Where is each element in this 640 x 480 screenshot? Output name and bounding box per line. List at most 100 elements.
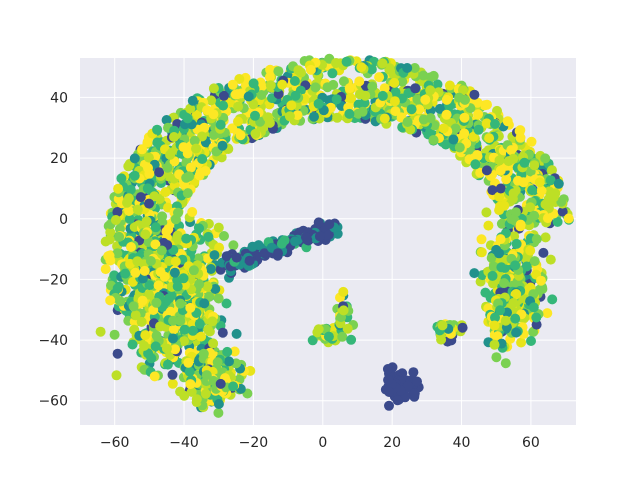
scatter-point [137, 144, 148, 155]
scatter-point [491, 352, 502, 363]
scatter-point [100, 264, 111, 275]
scatter-point [538, 247, 549, 258]
scatter-point [414, 104, 425, 115]
scatter-point [374, 72, 385, 83]
scatter-point [487, 185, 498, 196]
scatter-point [228, 381, 239, 392]
scatter-point [482, 99, 492, 110]
scatter-point [511, 238, 522, 249]
scatter-point [185, 302, 196, 313]
scatter-point [397, 76, 408, 87]
x-tick-label: −40 [169, 435, 199, 451]
scatter-point [187, 95, 198, 106]
scatter-point [300, 232, 311, 243]
scatter-point [207, 316, 218, 327]
scatter-point [338, 305, 349, 316]
scatter-point [383, 374, 394, 385]
scatter-point [161, 226, 172, 237]
scatter-point [492, 331, 503, 342]
scatter-point [459, 128, 470, 139]
scatter-point [128, 301, 139, 312]
scatter-point [215, 119, 226, 130]
scatter-point [331, 58, 341, 68]
scatter-point [250, 128, 261, 139]
scatter-point [265, 80, 276, 91]
scatter-point [208, 83, 219, 94]
scatter-point [305, 64, 316, 75]
scatter-point [112, 348, 123, 359]
scatter-point [337, 331, 348, 342]
scatter-point [402, 117, 413, 127]
scatter-point [248, 78, 259, 89]
scatter-point [213, 407, 224, 418]
scatter-point [227, 79, 238, 90]
scatter-point [409, 388, 420, 399]
scatter-point [95, 326, 106, 337]
scatter-point [181, 233, 192, 244]
scatter-point [161, 343, 172, 354]
scatter-point [390, 106, 401, 117]
scatter-point [384, 63, 395, 74]
scatter-point [201, 370, 212, 381]
scatter-point [367, 81, 378, 92]
scatter-point [360, 90, 371, 101]
scatter-point [120, 268, 131, 279]
scatter-point [440, 139, 451, 150]
scatter-point [310, 82, 321, 93]
scatter-point [469, 268, 480, 279]
scatter-point [382, 364, 393, 374]
scatter-point [429, 120, 440, 131]
scatter-point [197, 154, 208, 164]
scatter-point [484, 133, 495, 144]
scatter-point [313, 324, 324, 335]
x-tick-label: 40 [453, 435, 471, 451]
scatter-point [495, 183, 506, 194]
scatter-point [160, 187, 171, 198]
scatter-point [151, 297, 162, 308]
scatter-point [392, 395, 403, 406]
scatter-point [354, 76, 365, 87]
scatter-point [410, 83, 421, 94]
scatter-point [563, 213, 574, 224]
scatter-point [494, 191, 505, 202]
scatter-point [490, 119, 500, 129]
scatter-point [132, 256, 143, 267]
scatter-point [144, 280, 155, 291]
scatter-point [195, 167, 206, 178]
scatter-point [556, 196, 567, 207]
scatter-point [191, 394, 202, 405]
scatter-point [155, 321, 166, 332]
scatter-point [545, 254, 556, 265]
scatter-point [229, 346, 240, 357]
scatter-point [495, 165, 506, 176]
scatter-point [531, 312, 542, 323]
scatter-point [273, 66, 284, 77]
scatter-point [472, 97, 483, 108]
scatter-point [327, 68, 338, 79]
scatter-point [167, 369, 178, 380]
scatter-point [489, 320, 500, 331]
scatter-point [428, 70, 439, 81]
x-tick-label: 0 [318, 435, 327, 451]
scatter-point [313, 98, 324, 109]
scatter-point [293, 65, 304, 76]
scatter-point [488, 278, 498, 289]
scatter-point [342, 323, 353, 334]
scatter-point [552, 216, 563, 227]
scatter-point [247, 241, 258, 252]
scatter-point [199, 298, 210, 309]
scatter-point [197, 131, 207, 142]
scatter-point [428, 135, 439, 145]
scatter-point [153, 280, 164, 291]
scatter-point [473, 109, 484, 120]
scatter-point [191, 109, 202, 120]
scatter-point [264, 117, 275, 128]
scatter-point [191, 143, 201, 154]
scatter-point [506, 214, 517, 225]
scatter-point [142, 183, 153, 194]
scatter-point [194, 223, 205, 234]
scatter-point [476, 247, 487, 258]
scatter-point [111, 370, 122, 381]
scatter-point [460, 94, 470, 105]
scatter-point [185, 103, 196, 114]
